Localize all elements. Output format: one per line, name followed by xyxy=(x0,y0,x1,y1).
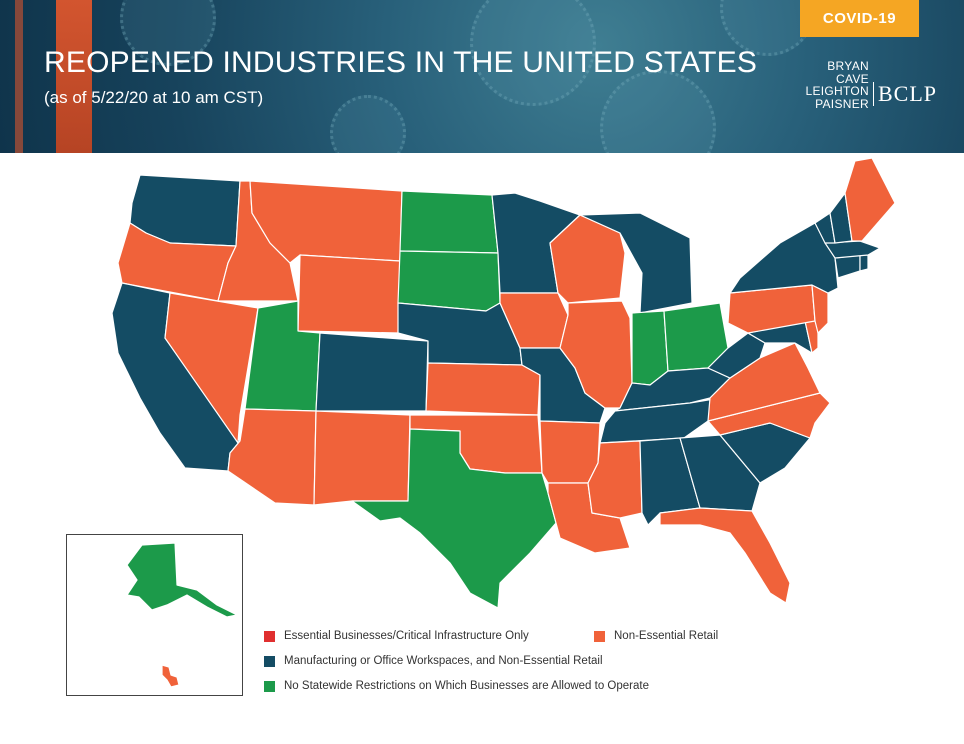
virus-decoration xyxy=(470,0,596,106)
state-indiana xyxy=(631,310,669,386)
legend-label: Manufacturing or Office Workspaces, and … xyxy=(284,655,603,667)
legend-item-manufacturing: Manufacturing or Office Workspaces, and … xyxy=(264,655,603,667)
state-rhode-island xyxy=(859,254,869,272)
state-south-dakota xyxy=(397,250,501,312)
legend-swatch xyxy=(264,655,275,667)
state-new-mexico xyxy=(313,410,411,506)
state-connecticut xyxy=(834,254,861,279)
state-texas xyxy=(351,428,557,609)
state-maine xyxy=(844,157,896,242)
state-north-carolina xyxy=(707,392,831,439)
us-states-map xyxy=(111,157,896,609)
legend-swatch xyxy=(264,680,275,692)
state-kansas xyxy=(425,362,541,416)
state-michigan xyxy=(579,212,693,314)
covid-badge: COVID-19 xyxy=(800,0,919,37)
logo-monogram: BCLP xyxy=(873,82,937,106)
header-accent-band xyxy=(56,0,92,153)
state-new-york xyxy=(729,222,839,294)
state-tennessee xyxy=(599,397,721,444)
map-legend: Essential Businesses/Critical Infrastruc… xyxy=(264,630,824,710)
legend-label: Essential Businesses/Critical Infrastruc… xyxy=(284,630,529,642)
legend-swatch xyxy=(264,630,275,642)
state-hawaii xyxy=(161,664,180,688)
page-subtitle: (as of 5/22/20 at 10 am CST) xyxy=(44,88,264,107)
header-accent-band-thin xyxy=(15,0,23,153)
state-colorado xyxy=(315,332,429,412)
state-florida xyxy=(659,507,791,604)
legend-item-retail: Non-Essential Retail xyxy=(594,630,718,642)
state-alaska xyxy=(126,542,238,618)
logo-wordmark: BRYAN CAVE LEIGHTON PAISNER xyxy=(805,59,869,111)
legend-label: Non-Essential Retail xyxy=(614,630,719,642)
state-arkansas xyxy=(539,420,601,484)
state-north-dakota xyxy=(399,190,499,254)
state-illinois xyxy=(559,300,633,409)
state-wyoming xyxy=(297,254,401,334)
state-georgia xyxy=(679,434,761,512)
state-nevada xyxy=(164,292,259,444)
bclp-logo: BRYAN CAVE LEIGHTON PAISNER BCLP xyxy=(795,59,937,116)
virus-decoration xyxy=(600,70,716,153)
page-title: REOPENED INDUSTRIES IN THE UNITED STATES xyxy=(44,46,758,79)
legend-item-essential: Essential Businesses/Critical Infrastruc… xyxy=(264,630,529,642)
virus-decoration xyxy=(330,95,406,153)
state-arizona xyxy=(227,408,317,506)
legend-swatch xyxy=(594,630,605,642)
alaska-hawaii-inset xyxy=(66,534,243,696)
header-banner: COVID-19 REOPENED INDUSTRIES IN THE UNIT… xyxy=(0,0,964,153)
legend-label: No Statewide Restrictions on Which Busin… xyxy=(284,680,649,692)
legend-item-no-restrictions: No Statewide Restrictions on Which Busin… xyxy=(264,680,649,692)
inset-map xyxy=(126,542,238,688)
